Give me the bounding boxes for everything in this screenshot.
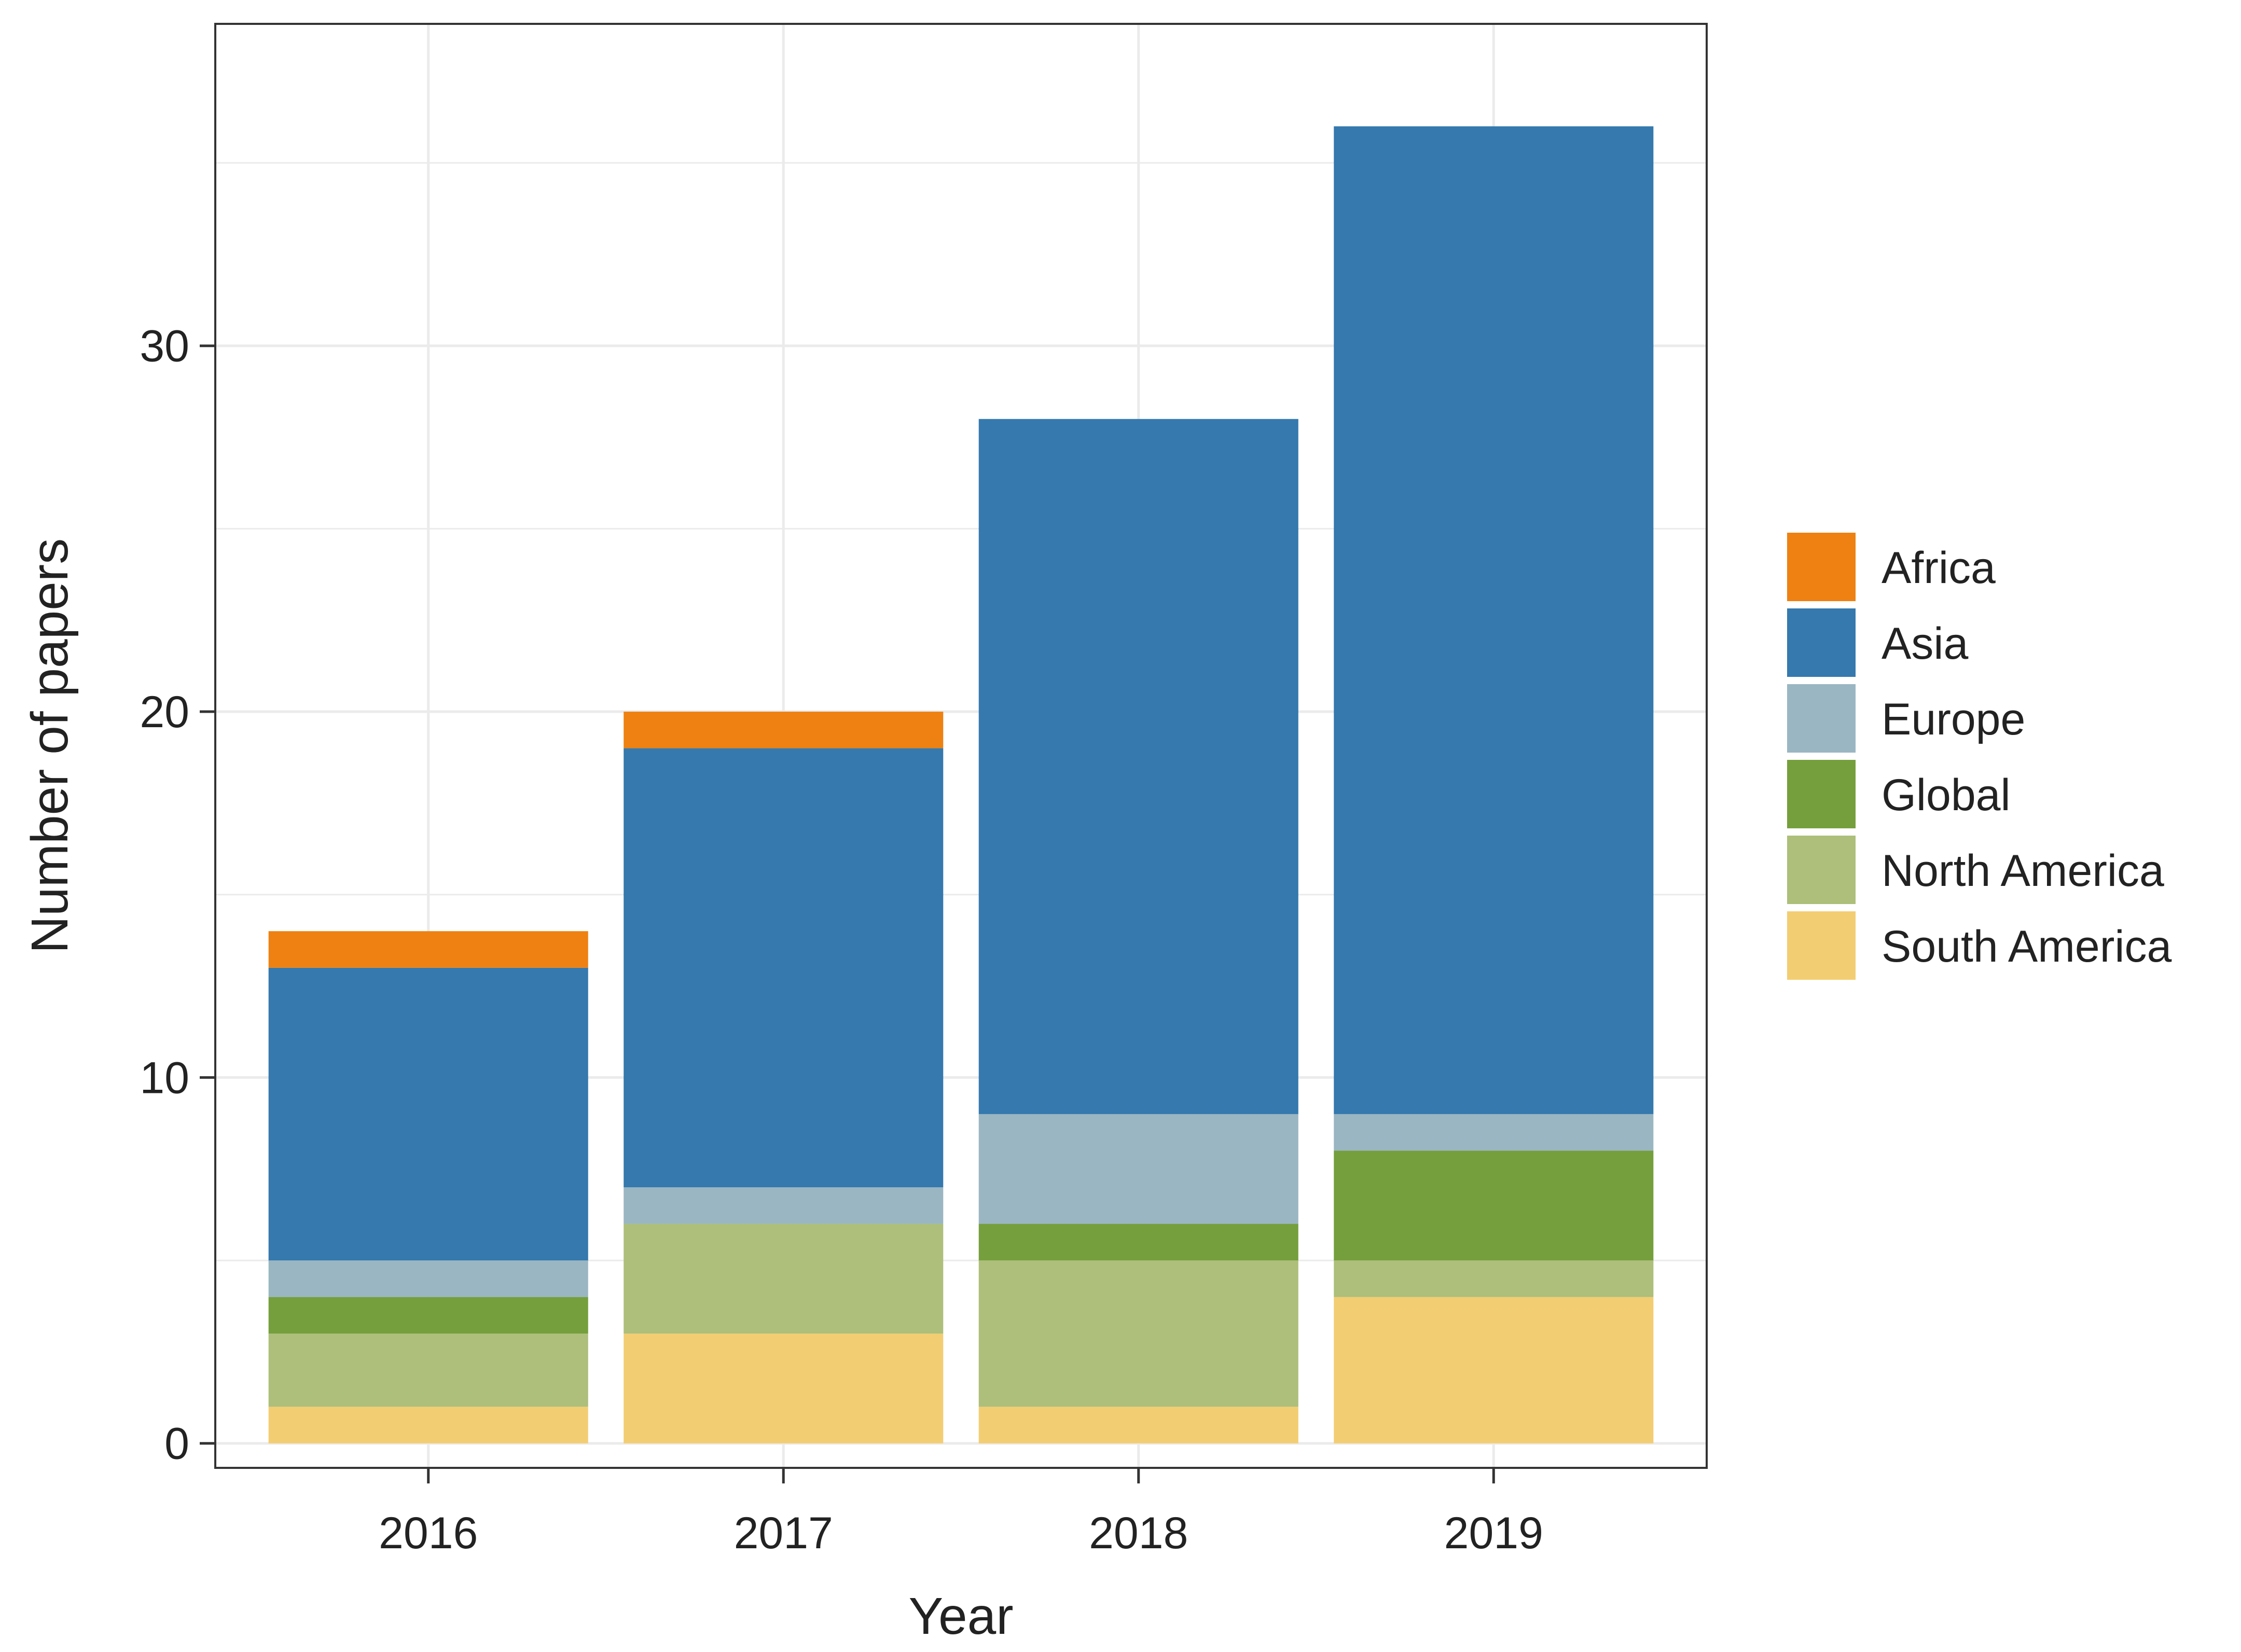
legend-item-south-america: South America (1787, 911, 2171, 980)
bar-segment-asia-2018 (978, 419, 1298, 1114)
legend-label: Global (1882, 770, 2011, 820)
legend-item-north-america: North America (1787, 836, 2164, 904)
bar-segment-global-2019 (1334, 1150, 1654, 1261)
x-tick-label: 2017 (734, 1508, 833, 1558)
x-tick-label: 2018 (1089, 1508, 1188, 1558)
y-axis-title: Number of papers (21, 538, 79, 953)
y-tick-label: 30 (140, 322, 189, 371)
panel-border (214, 23, 1708, 1469)
legend-key (1787, 911, 1856, 980)
legend-item-europe: Europe (1787, 684, 2025, 753)
legend-key (1787, 608, 1856, 677)
legend-label: North America (1882, 846, 2164, 896)
bar-segment-europe-2017 (624, 1187, 944, 1224)
legend-item-asia: Asia (1787, 608, 1968, 677)
legend-item-global: Global (1787, 760, 2011, 828)
x-tick-label: 2016 (379, 1508, 478, 1558)
bar-segment-asia-2016 (268, 967, 588, 1261)
bar-segment-global-2016 (268, 1297, 588, 1334)
bar-segment-north-america-2016 (268, 1334, 588, 1407)
legend-label: South America (1882, 922, 2171, 971)
y-tick-label: 0 (164, 1419, 189, 1469)
legend-label: Europe (1882, 695, 2025, 744)
bar-segment-asia-2019 (1334, 126, 1654, 1114)
bar-segment-south-america-2018 (978, 1407, 1298, 1443)
legend-key (1787, 836, 1856, 904)
bar-segment-south-america-2017 (624, 1334, 944, 1443)
legend-label: Asia (1882, 619, 1968, 669)
bar-segment-europe-2016 (268, 1260, 588, 1297)
legend-key (1787, 684, 1856, 753)
bar-segment-south-america-2016 (268, 1407, 588, 1443)
y-tick-label: 20 (140, 687, 189, 737)
legend-label: Africa (1882, 543, 1996, 593)
legend-key (1787, 760, 1856, 828)
y-tick-label: 10 (140, 1053, 189, 1103)
bar-segment-north-america-2018 (978, 1260, 1298, 1407)
bar-segment-south-america-2019 (1334, 1297, 1654, 1443)
bar-segment-asia-2017 (624, 748, 944, 1187)
x-axis-title: Year (908, 1587, 1013, 1645)
bar-segment-europe-2018 (978, 1114, 1298, 1224)
bar-segment-africa-2016 (268, 931, 588, 968)
legend-item-africa: Africa (1787, 533, 1996, 601)
bar-segment-europe-2019 (1334, 1114, 1654, 1151)
bar-segment-north-america-2017 (624, 1224, 944, 1334)
bar-segment-north-america-2019 (1334, 1260, 1654, 1297)
axes: 0 10 20 30 2016 2017 2018 2019 (140, 322, 1543, 1558)
bar-segment-africa-2017 (624, 712, 944, 748)
legend: Africa Asia Europe Global North America South… (1787, 533, 2171, 980)
legend-key (1787, 533, 1856, 601)
bar-segment-global-2018 (978, 1224, 1298, 1261)
x-tick-label: 2019 (1444, 1508, 1543, 1558)
bars (268, 126, 1654, 1443)
